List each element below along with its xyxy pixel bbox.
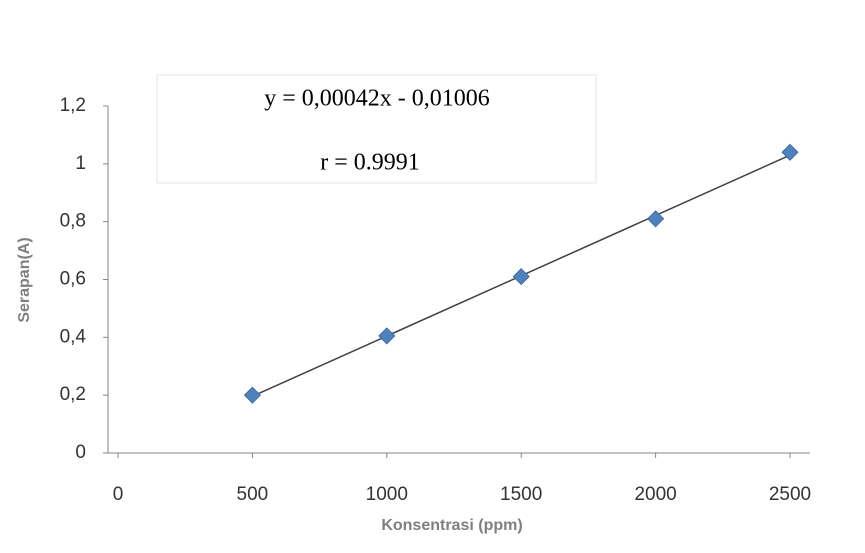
y-tick-label: 1	[75, 153, 86, 174]
data-point	[379, 328, 395, 344]
y-tick-label: 0,6	[60, 269, 86, 290]
x-tick-label: 500	[237, 484, 269, 505]
x-axis-title: Konsentrasi (ppm)	[381, 517, 522, 534]
x-tick-label: 0	[113, 484, 124, 505]
r-value: r = 0.9991	[320, 150, 420, 176]
data-point	[244, 387, 260, 403]
x-tick-label: 2500	[769, 484, 811, 505]
y-tick-label: 0,4	[60, 326, 87, 347]
y-axis-title: Serapan(A)	[16, 237, 33, 322]
y-tick-label: 0,2	[60, 384, 86, 405]
x-tick-label: 2000	[634, 484, 676, 505]
chart: y = 0,00042x - 0,01006 r = 0.9991 Konsen…	[0, 0, 865, 553]
equation: y = 0,00042x - 0,01006	[264, 86, 490, 112]
y-tick-label: 0,8	[60, 211, 86, 232]
x-tick-label: 1000	[366, 484, 408, 505]
x-tick-label: 1500	[500, 484, 542, 505]
y-tick-label: 1,2	[60, 95, 86, 116]
y-tick-label: 0	[75, 442, 86, 463]
data-point	[513, 269, 529, 285]
